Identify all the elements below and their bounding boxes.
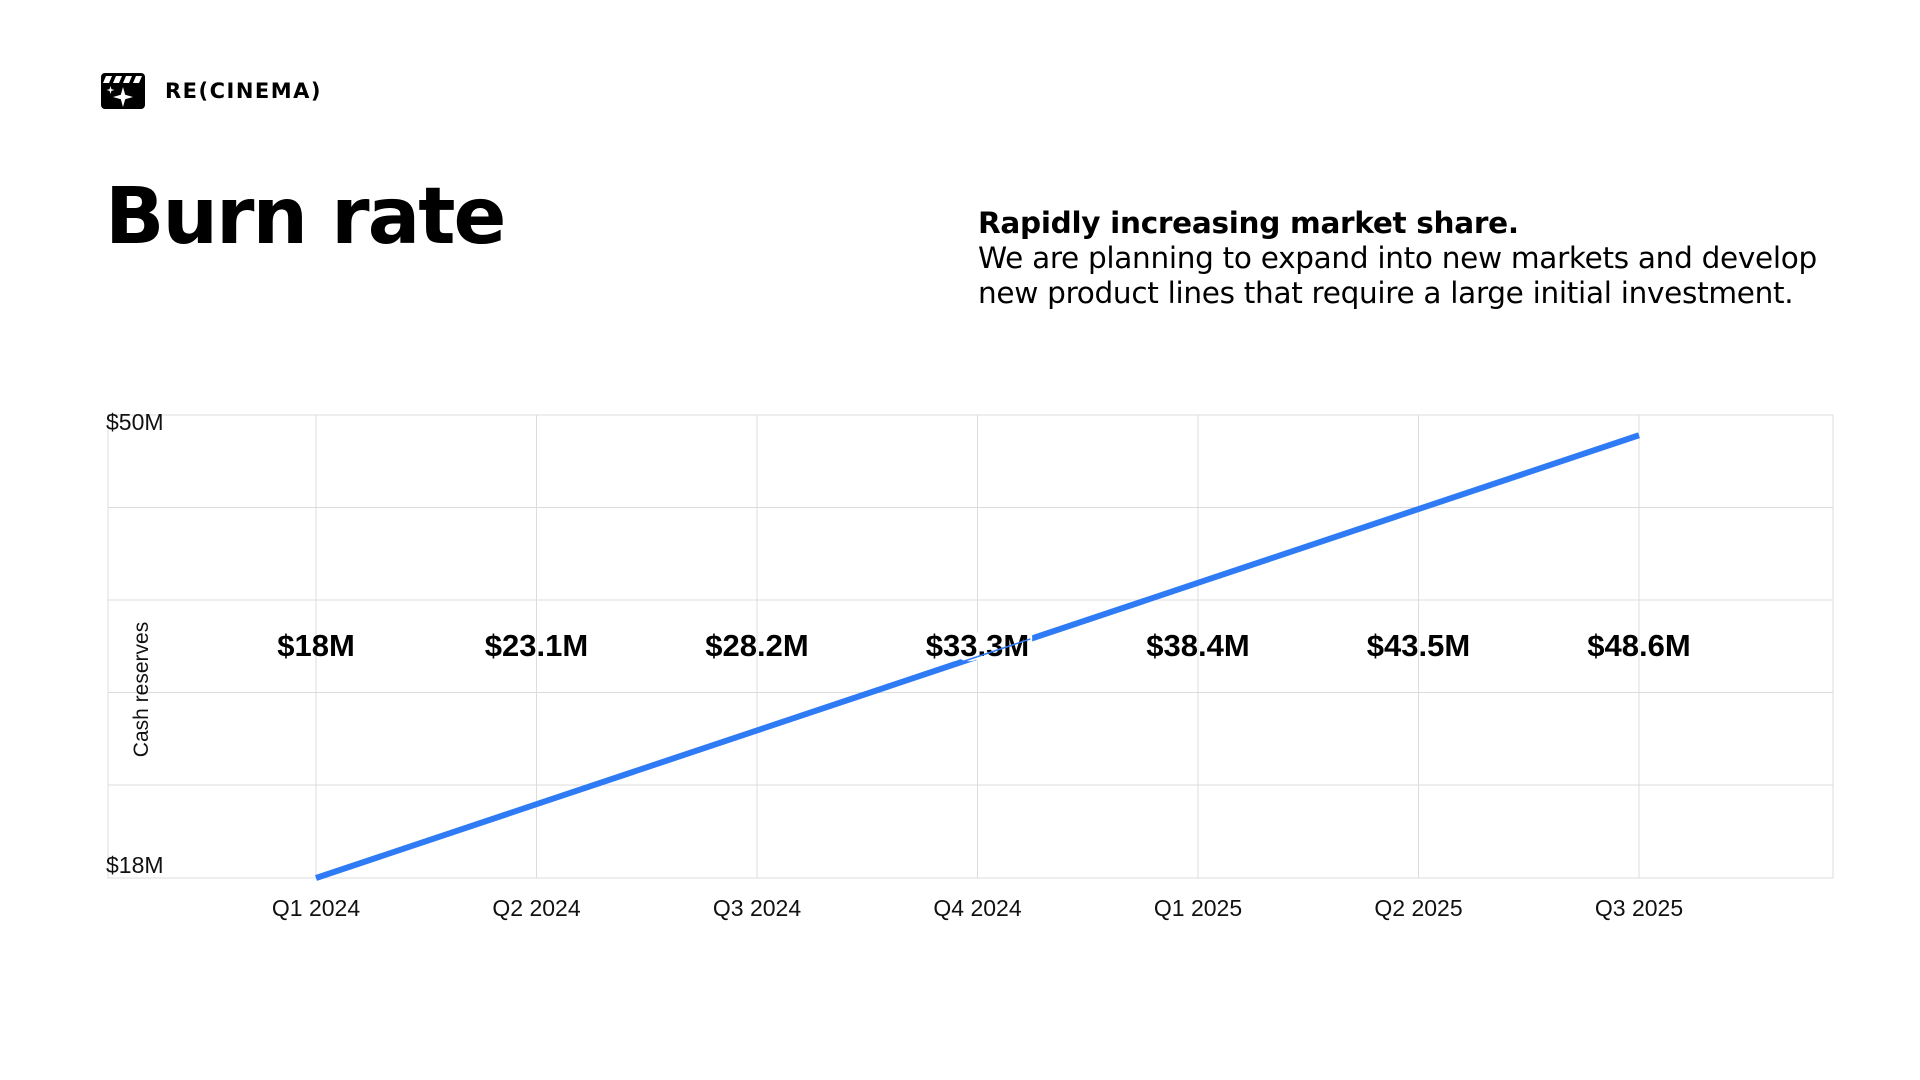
page-title: Burn rate	[105, 172, 506, 262]
x-tick-label: Q1 2025	[1154, 895, 1242, 921]
x-tick-label: Q2 2024	[492, 895, 580, 921]
data-label: $23.1M	[485, 628, 588, 663]
x-tick-label: Q2 2025	[1374, 895, 1462, 921]
data-label: $18M	[277, 628, 355, 663]
x-tick-label: Q3 2025	[1595, 895, 1683, 921]
series-line-thin	[911, 638, 1031, 680]
description: Rapidly increasing market share. We are …	[978, 206, 1858, 311]
chart-labels: Q1 2024 Q2 2024 Q3 2024 Q4 2024 Q1 2025 Q2 20…	[106, 409, 1691, 921]
clapperboard-sparkle-icon	[101, 73, 145, 109]
x-tick-label: Q3 2024	[713, 895, 801, 921]
y-tick-label-min: $18M	[106, 852, 164, 878]
data-label: $28.2M	[705, 628, 808, 663]
chart-grid	[107, 414, 1834, 879]
description-body: We are planning to expand into new marke…	[978, 241, 1817, 310]
brand-logo: RE(CINEMA)	[101, 73, 322, 109]
data-label: $33.3M	[926, 628, 1029, 663]
x-tick-label: Q1 2024	[272, 895, 360, 921]
y-axis-title: Cash reserves	[130, 622, 153, 757]
brand-name: RE(CINEMA)	[165, 78, 323, 103]
data-label: $48.6M	[1587, 628, 1690, 663]
data-label: $43.5M	[1367, 628, 1470, 663]
description-headline: Rapidly increasing market share.	[978, 206, 1519, 240]
x-tick-label: Q4 2024	[933, 895, 1021, 921]
data-label: $38.4M	[1146, 628, 1249, 663]
y-tick-label-max: $50M	[106, 409, 164, 435]
